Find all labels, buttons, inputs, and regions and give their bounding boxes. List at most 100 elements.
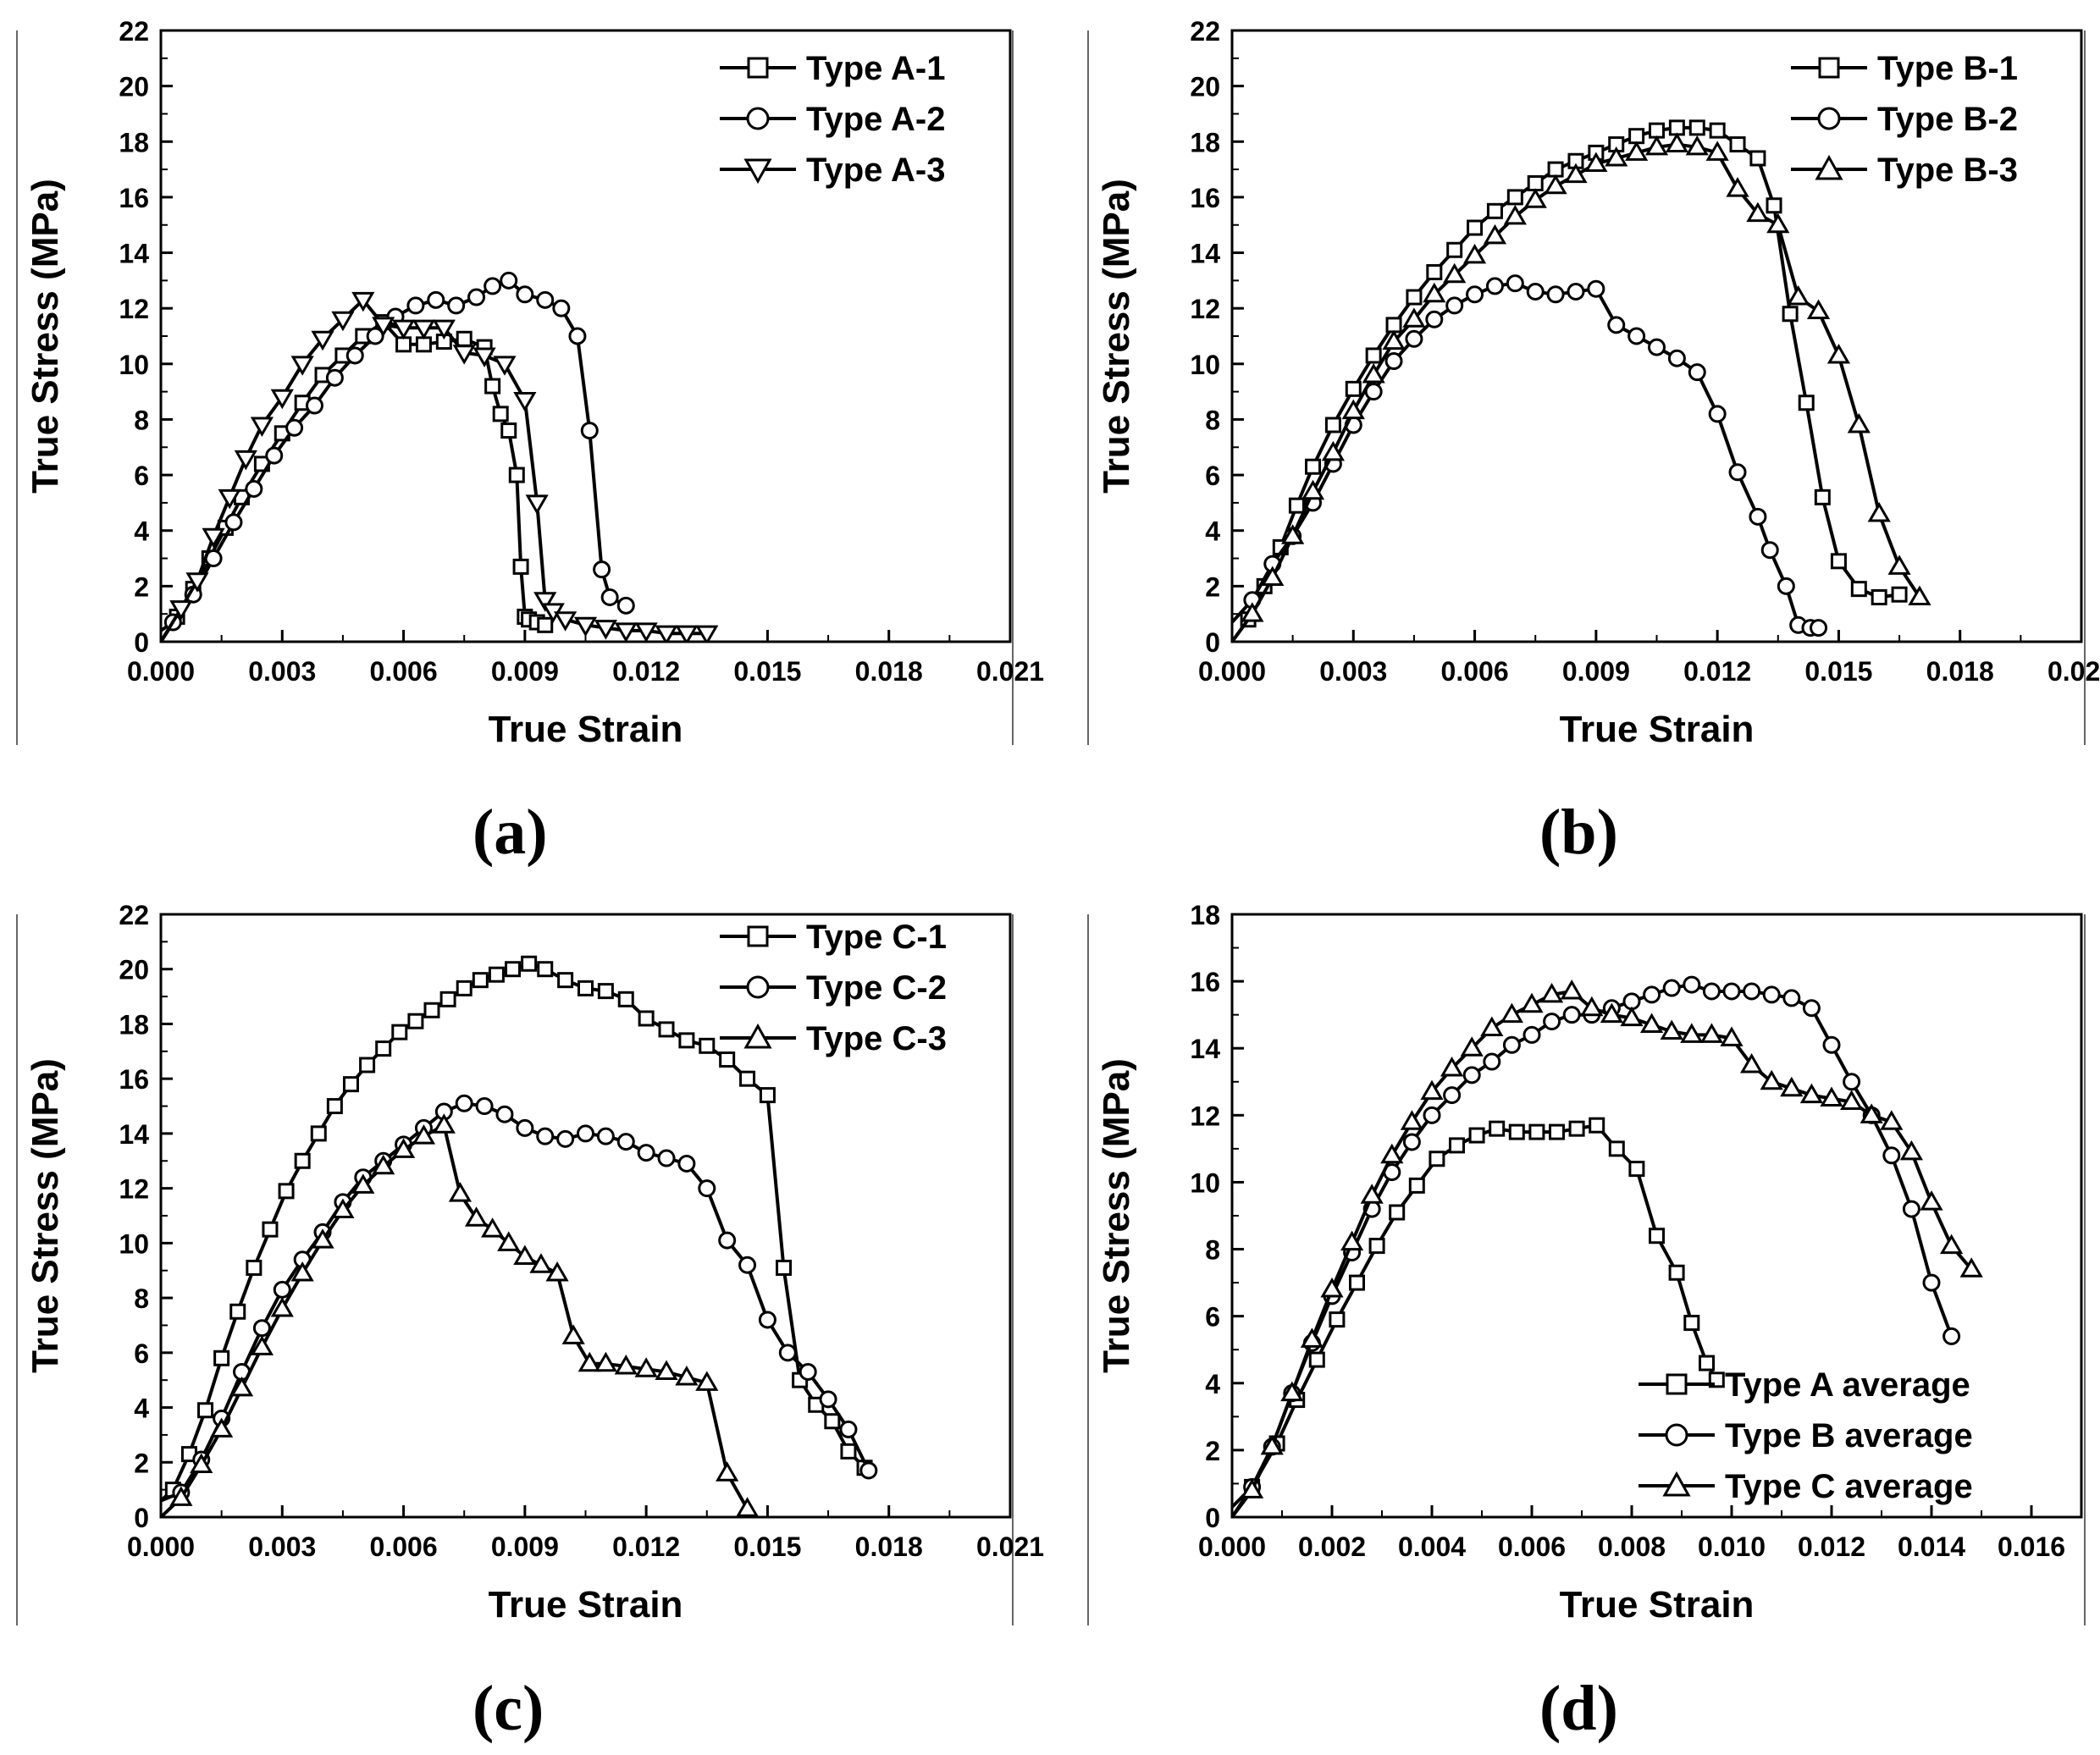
data-point <box>1260 1434 1284 1455</box>
data-point <box>1728 463 1747 482</box>
x-axis-label: True Strain <box>489 709 683 750</box>
data-point <box>678 1032 695 1049</box>
data-point <box>456 980 472 996</box>
y-tick-label: 4 <box>134 516 149 547</box>
data-point <box>250 417 274 438</box>
x-tick-label: 0.010 <box>1698 1531 1766 1562</box>
data-point <box>1462 243 1487 264</box>
data-point <box>234 450 257 471</box>
data-point <box>1549 1123 1565 1140</box>
data-point <box>516 1118 534 1137</box>
x-tick-label: 0.003 <box>1319 656 1387 687</box>
data-point <box>1920 1190 1943 1211</box>
data-point <box>331 311 355 332</box>
x-tick-label: 0.004 <box>1398 1531 1466 1562</box>
data-point <box>197 1402 214 1419</box>
x-tick-label: 0.018 <box>855 1531 923 1562</box>
data-point <box>311 1228 334 1249</box>
x-tick-label: 0.003 <box>248 656 316 687</box>
chart-panel-3: 0.000 0.003 0.006 0.009 0.012 0.015 0.018 0.021… <box>16 900 1044 1625</box>
data-point <box>1384 352 1403 371</box>
x-tick-label: 0.012 <box>1798 1531 1865 1562</box>
data-point <box>516 285 534 304</box>
data-point <box>695 625 719 642</box>
data-point <box>637 1144 655 1162</box>
data-point <box>1321 440 1346 461</box>
y-axis-label: True Stress (MPa) <box>1096 179 1137 494</box>
data-point <box>568 327 587 345</box>
data-point <box>1814 488 1831 505</box>
data-point <box>1483 224 1507 245</box>
x-tick-label: 0.018 <box>855 656 923 687</box>
data-point <box>1860 1103 1883 1123</box>
data-point <box>1241 602 1264 622</box>
data-point <box>839 1420 858 1438</box>
data-point <box>1402 307 1426 328</box>
data-point <box>513 1245 537 1266</box>
series-line <box>1232 142 1921 642</box>
data-point <box>1483 1052 1501 1071</box>
data-point <box>1547 161 1564 178</box>
x-tick-label: 0.012 <box>612 656 680 687</box>
data-point <box>552 299 571 317</box>
data-point <box>395 336 412 353</box>
y-tick-label: 8 <box>1205 405 1220 435</box>
data-point <box>1942 1327 1961 1345</box>
data-point <box>285 418 304 437</box>
y-tick-label: 10 <box>1190 1167 1220 1198</box>
data-point <box>1468 1127 1485 1144</box>
x-tick-label: 0.015 <box>1804 656 1872 687</box>
data-point <box>1683 1315 1700 1332</box>
data-point <box>290 1261 314 1282</box>
data-point <box>273 1280 291 1299</box>
data-point <box>1683 975 1701 994</box>
data-point <box>1544 174 1567 195</box>
x-axis-label: True Strain <box>1560 709 1755 750</box>
data-point <box>326 1098 343 1115</box>
legend-marker <box>746 975 770 999</box>
data-point <box>1380 1143 1404 1164</box>
data-point <box>1527 175 1544 191</box>
data-point <box>1922 1273 1941 1292</box>
data-point <box>1462 1066 1481 1084</box>
data-point <box>391 1138 416 1158</box>
data-point <box>1506 274 1524 293</box>
data-point <box>1777 577 1795 595</box>
data-point <box>616 596 635 615</box>
data-point <box>1423 282 1446 303</box>
data-point <box>1423 1106 1441 1124</box>
data-point <box>634 622 658 642</box>
data-point <box>1580 996 1604 1017</box>
legend: Type A-1 Type A-2 Type A-3 <box>720 50 945 189</box>
data-point <box>1810 619 1828 637</box>
data-point <box>366 327 384 345</box>
x-tick-label: 0.000 <box>127 1531 195 1562</box>
data-point <box>423 1002 440 1018</box>
panel-label-a: (a) <box>472 797 548 868</box>
data-point <box>1708 405 1727 423</box>
y-tick-label: 6 <box>1205 1302 1220 1333</box>
data-point <box>210 1417 234 1438</box>
data-point <box>1628 327 1646 345</box>
x-tick-label: 0.016 <box>1998 1531 2065 1562</box>
series-3 <box>1232 132 1931 642</box>
data-point <box>1662 979 1681 997</box>
data-point <box>739 1070 756 1087</box>
data-point <box>1806 299 1831 319</box>
data-point <box>1425 310 1444 328</box>
legend-marker <box>1817 107 1841 130</box>
y-axis-label: True Stress (MPa) <box>25 1058 66 1373</box>
x-tick-label: 0.014 <box>1898 1531 1965 1562</box>
panel-label-d: (d) <box>1539 1673 1618 1744</box>
data-point <box>1787 285 1810 306</box>
data-point <box>561 1324 585 1344</box>
panel-label-b: (b) <box>1539 797 1618 868</box>
data-point <box>1503 204 1527 225</box>
data-point <box>492 406 509 422</box>
y-tick-label: 20 <box>1190 72 1220 102</box>
data-point <box>675 1365 699 1386</box>
y-tick-label: 2 <box>134 571 149 602</box>
legend-marker <box>743 1023 772 1049</box>
legend-label: Type C-3 <box>806 1020 947 1057</box>
data-point <box>351 291 375 312</box>
